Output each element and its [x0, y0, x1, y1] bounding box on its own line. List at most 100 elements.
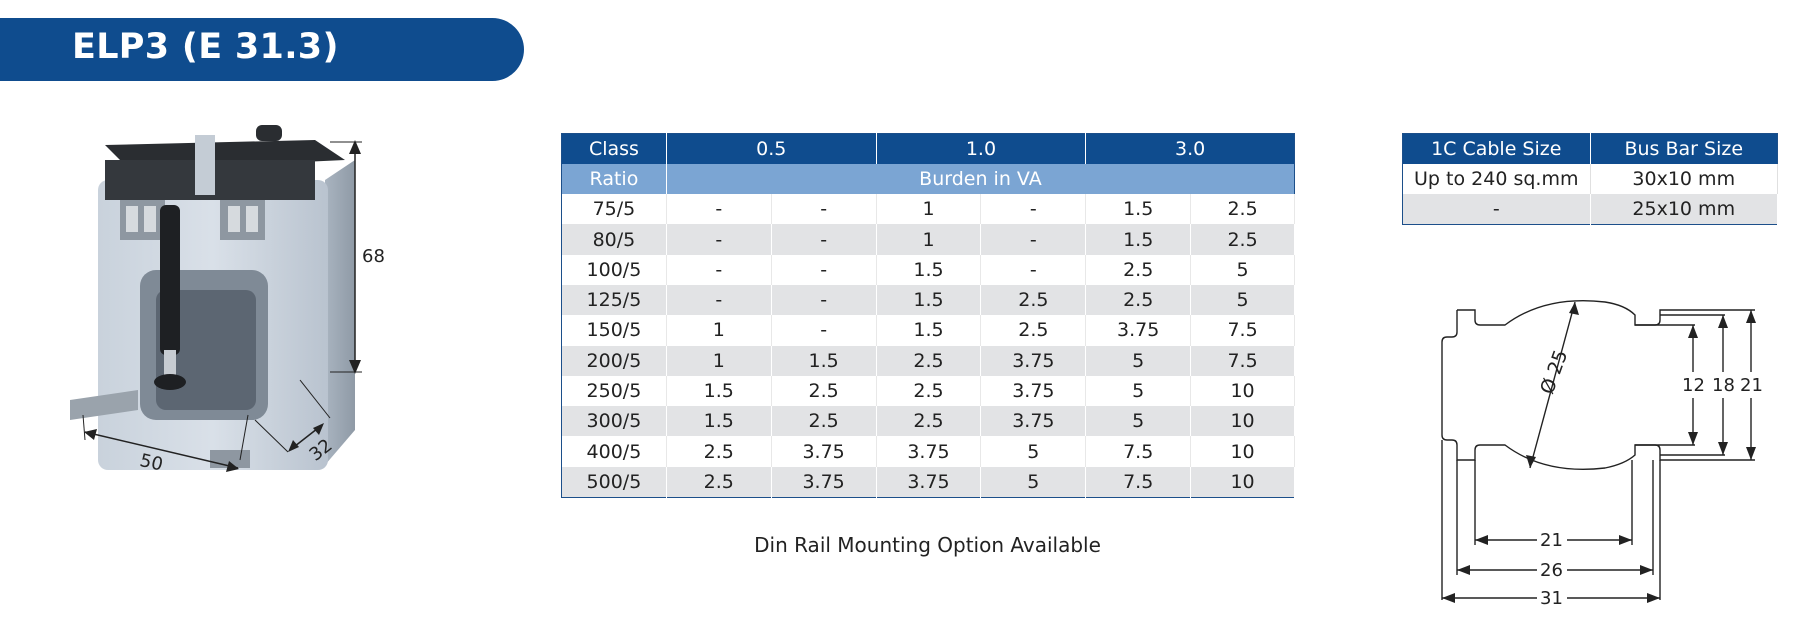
- burden-cell: 3.75: [980, 375, 1087, 407]
- burden-cell: 1: [666, 315, 772, 346]
- burden-cell: 2.5: [1190, 194, 1295, 225]
- window-outline-svg: Ø 25 12 18 21 21: [1441, 299, 1763, 610]
- burden-cell: 3.75: [980, 406, 1087, 437]
- burden-cell: 1.5: [1085, 194, 1192, 225]
- ratio-cell: 125/5: [561, 284, 667, 316]
- burden-cell: -: [771, 284, 877, 316]
- burden-cell: 7.5: [1085, 466, 1192, 498]
- dim-12-label: 12: [1682, 375, 1705, 396]
- burden-cell: -: [771, 224, 877, 255]
- burden-cell: 1: [876, 194, 982, 225]
- diameter-label: Ø 25: [1536, 347, 1572, 397]
- burden-cell: 2.5: [980, 284, 1087, 316]
- class-3-0-header: 3.0: [1085, 133, 1295, 164]
- burden-cell: -: [666, 224, 772, 255]
- table-row: 100/5- -1.5-2.5 5: [561, 254, 1295, 285]
- table-row: 250/5 1.5 2.5 2.5 3.75 5 10: [561, 375, 1295, 407]
- burden-cell: 5: [1190, 254, 1295, 285]
- burden-cell: 5: [1190, 284, 1295, 316]
- burden-cell: -: [771, 315, 877, 346]
- burden-cell: 2.5: [980, 315, 1087, 346]
- burden-cell: 3.75: [876, 436, 982, 467]
- burden-cell: -: [771, 194, 877, 225]
- burden-cell: 2.5: [666, 436, 772, 467]
- table-row: 400/5 2.5 3.75 3.75 5 7.5 10: [561, 436, 1295, 467]
- burden-cell: 3.75: [771, 436, 877, 467]
- table-row: 150/5 1-1.5 2.5 3.75 7.5: [561, 315, 1295, 346]
- burden-cell: 2.5: [1085, 254, 1192, 285]
- dim-bottom-31-label: 31: [1540, 588, 1563, 609]
- window-dimension-drawing: Ø 25 12 18 21 21: [1395, 280, 1795, 610]
- burden-cell: 3.75: [771, 466, 877, 498]
- burden-cell: 3.75: [980, 345, 1087, 376]
- table-row: 200/5 1 1.5 2.5 3.75 5 7.5: [561, 345, 1295, 376]
- table-row: 125/5- -1.5 2.5 2.5 5: [561, 284, 1295, 316]
- class-0-5-header: 0.5: [666, 133, 877, 164]
- table-row: 500/5 2.5 3.75 3.75 5 7.5 10: [561, 466, 1295, 498]
- dim-width-label: 50: [138, 450, 165, 476]
- burden-cell: -: [666, 194, 772, 225]
- burden-cell: 5: [980, 466, 1087, 498]
- cable-size-header: 1C Cable Size: [1402, 133, 1591, 164]
- product-illustration: 68 50 32: [60, 120, 480, 550]
- dim-18-label: 18: [1712, 375, 1735, 396]
- dim-bottom-26-label: 26: [1540, 560, 1563, 581]
- table-cell: -: [1402, 194, 1591, 225]
- ratio-cell: 250/5: [561, 375, 667, 407]
- burden-cell: 2.5: [876, 375, 982, 407]
- table-row: 80/5- -1-1.5 2.5: [561, 224, 1295, 255]
- burden-cell: -: [980, 194, 1087, 225]
- burden-cell: 10: [1190, 406, 1295, 437]
- cable-size-table: 1C Cable Size Bus Bar Size Up to 240 sq.…: [1402, 133, 1778, 225]
- cable-size-table-wrap: 1C Cable Size Bus Bar Size Up to 240 sq.…: [1402, 133, 1778, 225]
- burden-cell: 7.5: [1190, 315, 1295, 346]
- burden-cell: 1.5: [876, 315, 982, 346]
- burden-cell: 1: [666, 345, 772, 376]
- ratio-cell: 300/5: [561, 406, 667, 437]
- din-rail-note: Din Rail Mounting Option Available: [754, 533, 1101, 557]
- burden-table-wrap: Class 0.5 1.0 3.0 Ratio Burden in VA 75/…: [561, 133, 1295, 498]
- burden-cell: 1.5: [876, 284, 982, 316]
- table-row: Up to 240 sq.mm 30x10 mm: [1402, 163, 1778, 195]
- ratio-cell: 500/5: [561, 466, 667, 498]
- burden-cell: 7.5: [1085, 436, 1192, 467]
- page-title: ELP3 (E 31.3): [72, 27, 339, 67]
- dim-bottom-21-label: 21: [1540, 530, 1563, 551]
- burden-table: Class 0.5 1.0 3.0 Ratio Burden in VA 75/…: [561, 133, 1295, 498]
- dim-height-label: 68: [362, 246, 385, 267]
- burden-cell: -: [666, 284, 772, 316]
- burden-cell: 5: [1085, 345, 1192, 376]
- ratio-cell: 100/5: [561, 254, 667, 285]
- dim-21-label: 21: [1740, 375, 1763, 396]
- burden-cell: 3.75: [1085, 315, 1192, 346]
- table-row: 75/5- -1-1.5 2.5: [561, 194, 1295, 225]
- table-cell: 25x10 mm: [1590, 194, 1778, 225]
- burden-cell: 10: [1190, 375, 1295, 407]
- bus-bar-size-header: Bus Bar Size: [1590, 133, 1778, 164]
- burden-cell: 1.5: [876, 254, 982, 285]
- burden-cell: 2.5: [1190, 224, 1295, 255]
- class-header-row: Class 0.5 1.0 3.0: [561, 133, 1295, 164]
- burden-cell: 2.5: [771, 375, 877, 407]
- burden-cell: 5: [1085, 375, 1192, 407]
- ratio-cell: 200/5: [561, 345, 667, 376]
- burden-cell: 5: [1085, 406, 1192, 437]
- burden-table-body: 75/5- -1-1.5 2.5 80/5- -1-1.5 2.5 100/5- -1.5-2…: [561, 194, 1295, 498]
- class-header: Class: [561, 133, 667, 164]
- burden-cell: 2.5: [876, 345, 982, 376]
- table-row: 300/5 1.5 2.5 2.5 3.75 5 10: [561, 406, 1295, 437]
- current-transformer-image: 68 50 32: [70, 125, 385, 476]
- table-row: - 25x10 mm: [1402, 194, 1778, 225]
- class-1-0-header: 1.0: [876, 133, 1087, 164]
- burden-cell: 5: [980, 436, 1087, 467]
- burden-cell: -: [666, 254, 772, 285]
- burden-cell: 10: [1190, 436, 1295, 467]
- title-banner: ELP3 (E 31.3): [0, 18, 524, 81]
- burden-cell: 2.5: [771, 406, 877, 437]
- burden-header: Burden in VA: [666, 163, 1295, 195]
- burden-cell: -: [771, 254, 877, 285]
- burden-cell: 7.5: [1190, 345, 1295, 376]
- ratio-cell: 80/5: [561, 224, 667, 255]
- burden-cell: 1.5: [666, 375, 772, 407]
- burden-cell: 2.5: [1085, 284, 1192, 316]
